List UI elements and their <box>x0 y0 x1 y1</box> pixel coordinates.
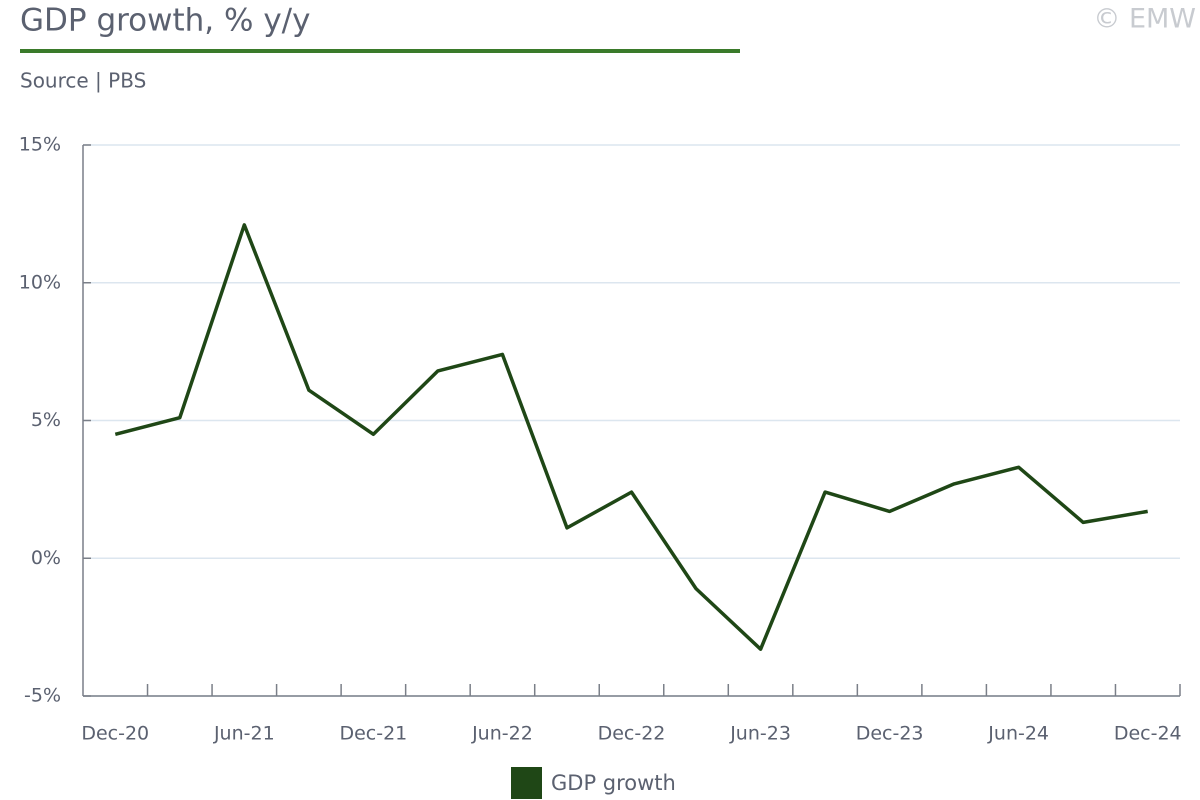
chart-title: GDP growth, % y/y <box>20 3 310 39</box>
x-tick-label: Jun-22 <box>471 723 533 745</box>
watermark: © EMW <box>1093 4 1196 35</box>
x-tick-label: Dec-24 <box>1114 723 1182 745</box>
x-tick-label: Jun-21 <box>213 723 275 745</box>
x-tick-label: Dec-21 <box>339 723 407 745</box>
y-tick-label: 5% <box>31 409 61 431</box>
y-tick-label: 0% <box>31 547 61 569</box>
x-tick-label: Dec-22 <box>598 723 666 745</box>
legend-label: GDP growth <box>551 771 676 795</box>
y-tick-label: 15% <box>19 134 61 156</box>
y-tick-label: -5% <box>24 685 61 707</box>
legend-swatch <box>511 767 542 799</box>
chart-subtitle: Source | PBS <box>20 69 146 93</box>
x-tick-label: Jun-23 <box>729 723 791 745</box>
series-line <box>114 223 1148 651</box>
x-tick-label: Jun-24 <box>987 723 1049 745</box>
x-tick-label: Dec-20 <box>81 723 149 745</box>
x-tick-label: Dec-23 <box>856 723 924 745</box>
y-tick-label: 10% <box>19 271 61 293</box>
